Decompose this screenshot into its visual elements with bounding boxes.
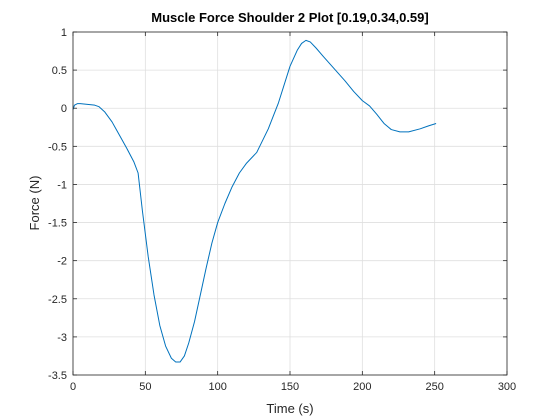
series-line <box>72 39 437 363</box>
x-axis-label: Time (s) <box>266 401 313 416</box>
x-tick-label: 150 <box>281 381 299 393</box>
x-tick-label: 250 <box>425 381 443 393</box>
x-tick-label: 50 <box>139 381 151 393</box>
chart-title: Muscle Force Shoulder 2 Plot [0.19,0.34,… <box>151 10 428 25</box>
y-tick-label: -3 <box>57 332 67 344</box>
y-tick-label: -1.5 <box>48 218 67 230</box>
y-tick-label: -1 <box>57 179 67 191</box>
tick-labels: 0 50 100 150 200 250 300 1 0.5 0 -0.5 -1 -1.5 -2 -2.5 -… <box>48 27 516 393</box>
x-tick-label: 200 <box>353 381 371 393</box>
series-layer <box>72 39 437 363</box>
y-tick-label: -0.5 <box>48 141 67 153</box>
y-axis-label: Force (N) <box>27 176 42 231</box>
y-tick-label: 0 <box>61 103 67 115</box>
x-tick-label: 300 <box>498 381 516 393</box>
y-tick-label: -2 <box>57 256 67 268</box>
y-tick-label: -2.5 <box>48 294 67 306</box>
x-tick-label: 0 <box>70 381 76 393</box>
ticks <box>72 31 508 376</box>
y-tick-label: -3.5 <box>48 370 67 382</box>
x-tick-label: 100 <box>208 381 226 393</box>
y-tick-label: 1 <box>61 27 67 39</box>
y-tick-label: 0.5 <box>52 65 67 77</box>
